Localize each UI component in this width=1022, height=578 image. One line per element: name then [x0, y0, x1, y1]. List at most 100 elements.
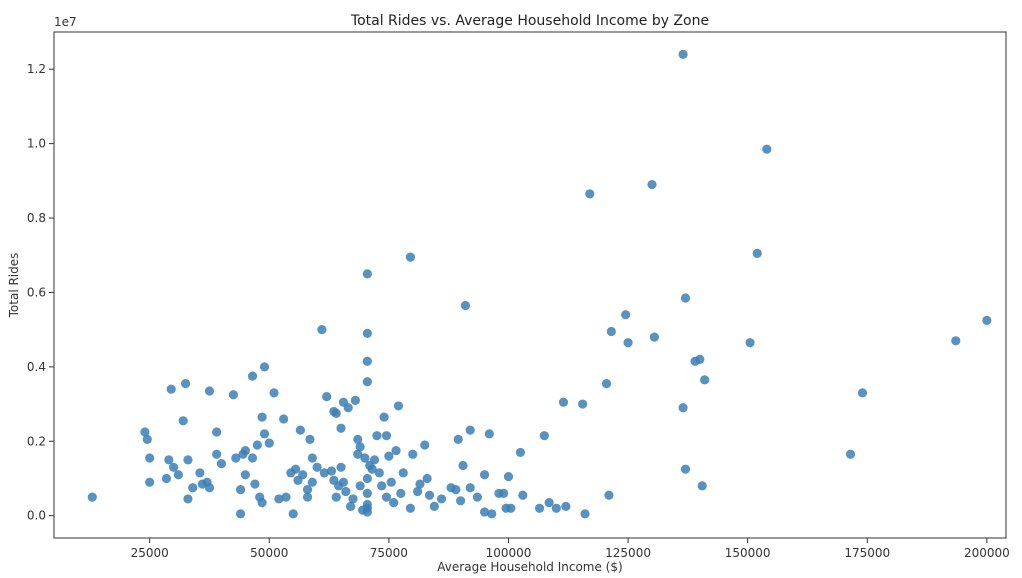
data-point [377, 481, 387, 491]
data-point [745, 338, 755, 348]
data-point [360, 453, 370, 463]
data-point [204, 483, 215, 493]
y-tick-label: 1.0 [27, 137, 46, 151]
data-point [183, 455, 193, 465]
data-point [362, 488, 372, 498]
data-point [166, 384, 176, 394]
data-point [259, 429, 270, 439]
data-point [487, 509, 497, 519]
x-axis-ticks: 25000 50000 75000 100000 125000 150000 175000 2… [131, 538, 1010, 560]
data-point [845, 449, 856, 459]
data-point [372, 431, 382, 441]
data-point [322, 392, 332, 402]
data-point [458, 460, 468, 471]
data-point [561, 501, 571, 511]
data-point [422, 473, 432, 484]
data-point [142, 434, 152, 445]
data-point [235, 509, 246, 519]
y-tick-label: 1.2 [27, 62, 46, 76]
data-point [362, 356, 372, 366]
data-point [700, 375, 710, 385]
data-point [453, 434, 463, 445]
data-point [173, 470, 183, 480]
x-tick-label: 125000 [605, 546, 651, 560]
data-point [436, 494, 447, 504]
data-point [558, 397, 569, 407]
data-point [331, 492, 341, 502]
y-tick-label: 0.6 [27, 285, 46, 299]
data-point [623, 338, 633, 348]
data-point [544, 498, 554, 508]
data-point [240, 445, 250, 456]
data-point [601, 378, 612, 389]
plot-area-frame [53, 31, 1007, 539]
data-point [585, 189, 595, 199]
data-point [240, 470, 250, 480]
data-point [604, 490, 614, 500]
data-point [606, 326, 616, 337]
data-point [857, 388, 868, 398]
data-point [389, 498, 399, 508]
data-point [341, 486, 351, 497]
y-axis-offset-label: 1e7 [54, 15, 77, 29]
data-point [518, 490, 528, 500]
x-tick-label: 50000 [250, 546, 288, 560]
data-point [465, 425, 475, 435]
x-tick-label: 100000 [486, 546, 532, 560]
data-point [317, 325, 327, 335]
data-point [649, 332, 659, 342]
data-point [479, 470, 490, 480]
data-point [319, 468, 329, 478]
data-point [164, 455, 174, 465]
data-point [298, 470, 308, 480]
data-point [195, 468, 205, 478]
data-point [247, 453, 258, 463]
data-point [539, 431, 549, 441]
chart-title: Total Rides vs. Average Household Income… [350, 13, 709, 29]
data-point [331, 408, 341, 418]
data-point [752, 248, 762, 258]
data-point [393, 401, 404, 411]
x-tick-label: 175000 [844, 546, 890, 560]
x-tick-label: 75000 [370, 546, 408, 560]
data-point [396, 488, 406, 498]
scatter-points [87, 49, 992, 519]
data-point [295, 425, 305, 435]
data-point [180, 378, 191, 389]
data-point [647, 179, 657, 190]
data-point [178, 416, 188, 426]
data-point [355, 481, 365, 491]
data-point [252, 440, 262, 450]
data-point [405, 503, 416, 513]
data-point [465, 483, 475, 493]
data-point [290, 464, 301, 474]
y-tick-label: 0.0 [27, 509, 46, 523]
data-point [312, 462, 322, 472]
data-point [338, 477, 349, 487]
data-point [369, 455, 380, 465]
data-point [424, 490, 435, 500]
data-point [408, 449, 418, 459]
data-point [472, 492, 482, 502]
x-tick-label: 200000 [964, 546, 1010, 560]
data-point [264, 438, 274, 448]
data-point [551, 503, 561, 513]
data-point [216, 458, 227, 469]
y-tick-label: 0.8 [27, 211, 46, 225]
x-tick-label: 150000 [725, 546, 771, 560]
data-point [336, 423, 346, 433]
data-point [87, 492, 97, 502]
data-point [362, 499, 372, 510]
y-axis-ticks: 0.0 0.2 0.4 0.6 0.8 1.0 1.2 [27, 62, 54, 523]
data-point [386, 477, 396, 487]
data-point [503, 472, 514, 482]
data-point [346, 501, 356, 511]
data-point [307, 477, 317, 487]
data-point [580, 509, 590, 519]
data-point [951, 336, 961, 346]
data-point [374, 468, 384, 478]
data-point [429, 501, 439, 511]
data-point [235, 485, 246, 495]
